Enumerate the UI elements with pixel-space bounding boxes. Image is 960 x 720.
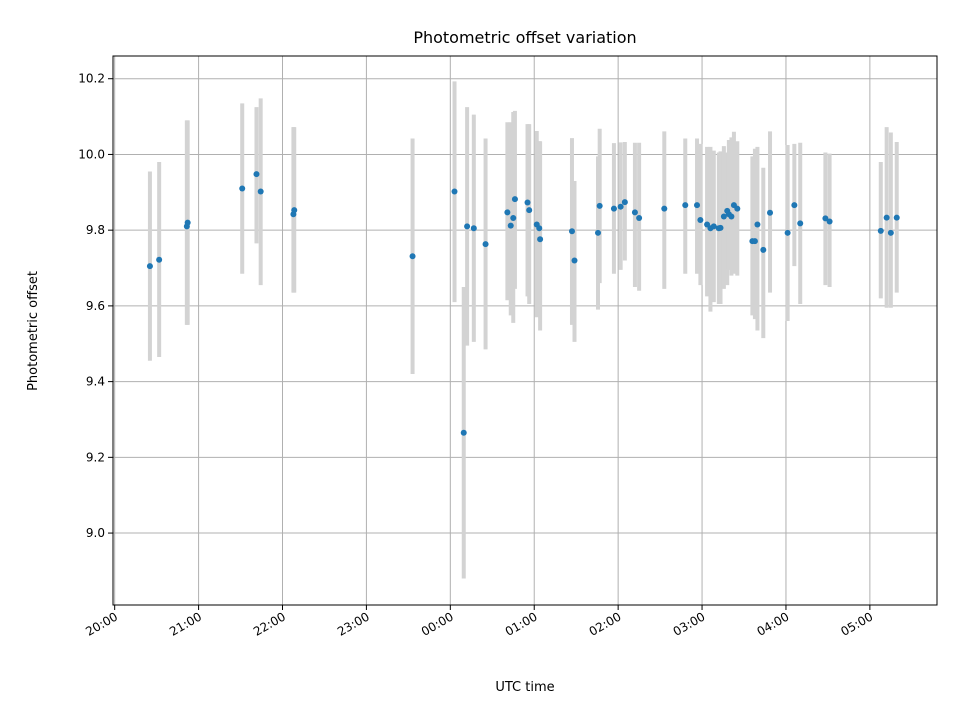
data-point [694, 202, 701, 209]
data-point [734, 205, 741, 212]
data-point [728, 213, 735, 220]
data-point [893, 214, 900, 221]
data-point [751, 238, 758, 245]
data-point [526, 207, 533, 214]
y-tick-label: 9.8 [86, 223, 105, 237]
plot-frame [112, 55, 938, 606]
y-tick-label: 9.4 [86, 375, 105, 389]
x-tick-label: 00:00 [419, 609, 456, 638]
data-point [146, 263, 153, 270]
data-point [797, 220, 804, 227]
y-tick-label: 10.0 [78, 147, 105, 161]
data-point [451, 188, 458, 195]
y-tick-label: 9.0 [86, 526, 105, 540]
point-layer [146, 171, 900, 436]
x-axis-label: UTC time [495, 680, 554, 695]
data-point [253, 171, 260, 178]
data-point [470, 225, 477, 232]
data-point [460, 429, 467, 436]
x-tick-label: 22:00 [251, 609, 288, 638]
x-tick-label: 23:00 [335, 609, 372, 638]
x-tick-label: 03:00 [671, 609, 708, 638]
y-tick-label: 9.6 [86, 299, 105, 313]
x-tick-label: 20:00 [83, 609, 120, 638]
data-point [784, 229, 791, 236]
data-point [760, 246, 767, 253]
data-point [631, 209, 638, 216]
y-tick-label: 10.2 [78, 72, 105, 86]
data-point [636, 215, 643, 222]
data-point [610, 205, 617, 212]
data-point [156, 256, 163, 263]
data-point [504, 209, 511, 216]
data-point [877, 227, 884, 234]
data-point [887, 229, 894, 236]
data-point [291, 207, 298, 214]
x-tick-label: 04:00 [755, 609, 792, 638]
data-point [767, 209, 774, 216]
data-point [464, 223, 471, 230]
data-point [239, 185, 246, 192]
data-point [510, 215, 517, 222]
data-point [717, 224, 724, 231]
x-tick-label: 05:00 [838, 609, 875, 638]
data-point [682, 202, 689, 209]
data-point [257, 188, 264, 195]
data-point [184, 219, 191, 226]
data-point [507, 222, 514, 229]
data-point [754, 221, 761, 228]
y-axis-label: Photometric offset [26, 271, 41, 391]
data-point [617, 203, 624, 210]
data-point [568, 228, 575, 235]
data-point [826, 218, 833, 225]
grid-layer [113, 56, 937, 605]
data-point [697, 216, 704, 223]
chart-title: Photometric offset variation [413, 28, 636, 47]
data-point [883, 214, 890, 221]
y-tick-label: 9.2 [86, 450, 105, 464]
data-point [791, 202, 798, 209]
x-axis: 20:00 21:00 22:00 23:00 00:00 01:00 02:00 03:00… [83, 605, 875, 639]
errorbar-layer [147, 81, 899, 579]
data-point [595, 229, 602, 236]
x-tick-label: 02:00 [587, 609, 624, 638]
data-point [511, 196, 518, 203]
data-point [482, 241, 489, 248]
data-point [537, 236, 544, 243]
data-point [571, 257, 578, 264]
x-tick-label: 21:00 [167, 609, 204, 638]
x-tick-label: 01:00 [503, 609, 540, 638]
data-point [621, 199, 628, 206]
y-axis: 9.0 9.2 9.4 9.6 9.8 10.0 10.2 [78, 72, 113, 540]
data-point [661, 205, 668, 212]
data-point [710, 223, 717, 230]
data-point [409, 253, 416, 260]
data-point [524, 199, 531, 206]
data-point [536, 225, 543, 232]
data-point [822, 215, 829, 222]
data-point [720, 213, 727, 220]
data-point [596, 202, 603, 209]
